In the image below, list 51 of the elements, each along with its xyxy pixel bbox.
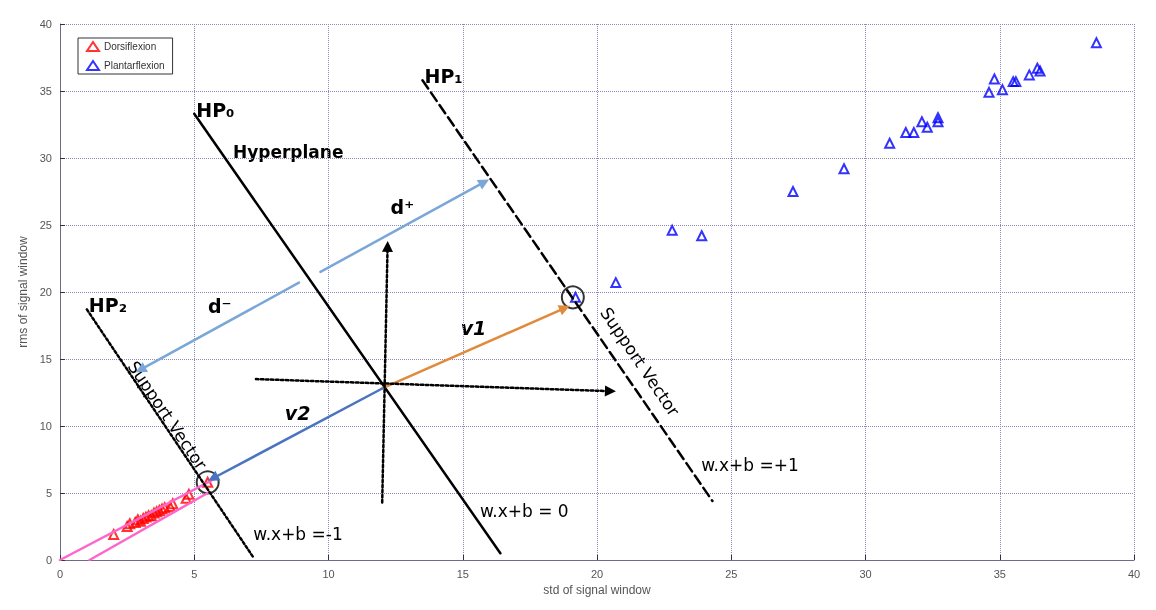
x-tick-label: 10 [322, 567, 335, 580]
annotation: w.x+b =-1 [253, 523, 343, 544]
x-tick-label: 15 [456, 567, 469, 580]
legend-label: Dorsiflexion [104, 41, 157, 52]
point [183, 488, 195, 500]
y-axis-title: rms of signal window [15, 235, 30, 348]
point [838, 163, 850, 175]
point [787, 186, 799, 197]
y-tick-label: 20 [39, 286, 52, 298]
point [932, 116, 944, 128]
series-label: d⁻ [207, 295, 232, 318]
y-tick-label: 0 [45, 554, 52, 566]
point [180, 492, 192, 504]
y-tick-label: 10 [39, 420, 52, 432]
series-label: HP₁ [424, 65, 463, 88]
point [1023, 69, 1035, 81]
point [666, 224, 678, 236]
annotation: w.x+b =+1 [701, 454, 799, 475]
x-tick-label: 5 [191, 567, 198, 580]
series-label: v1 [460, 317, 487, 340]
series-label: v2 [284, 402, 311, 425]
y-tick-label: 5 [45, 487, 52, 499]
point [916, 116, 928, 128]
point [696, 230, 708, 242]
series-label: HP₂ [88, 294, 128, 317]
x-tick-label: 30 [859, 567, 872, 580]
point [884, 137, 896, 149]
point [1090, 37, 1102, 49]
annotation: Hyperplane [232, 142, 344, 163]
y-tick-label: 30 [39, 152, 52, 164]
y-tick-label: 25 [39, 219, 52, 231]
point [983, 86, 995, 98]
series-label: HP₀ [196, 98, 235, 121]
annotation: w.x+b = 0 [479, 501, 569, 522]
x-tick-label: 0 [56, 567, 64, 580]
point [932, 112, 944, 124]
point [996, 84, 1008, 96]
y-tick-label: 40 [39, 18, 52, 30]
y-tick-label: 35 [39, 85, 52, 97]
legend-label: Plantarflexion [104, 60, 165, 71]
x-tick-label: 25 [725, 567, 738, 580]
y-tick-label: 15 [39, 353, 52, 365]
point [610, 277, 622, 289]
x-axis-title: std of signal window [543, 582, 652, 597]
series-label: d⁺ [390, 196, 415, 219]
x-tick-label: 35 [993, 567, 1006, 580]
point [921, 121, 933, 133]
point [560, 285, 585, 310]
x-tick-label: 40 [1127, 567, 1141, 580]
point [988, 73, 1000, 85]
x-tick-label: 20 [590, 567, 604, 580]
